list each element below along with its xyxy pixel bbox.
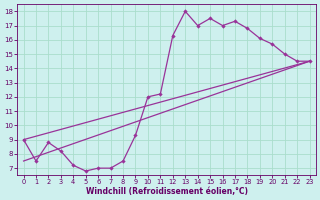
X-axis label: Windchill (Refroidissement éolien,°C): Windchill (Refroidissement éolien,°C) — [85, 187, 248, 196]
